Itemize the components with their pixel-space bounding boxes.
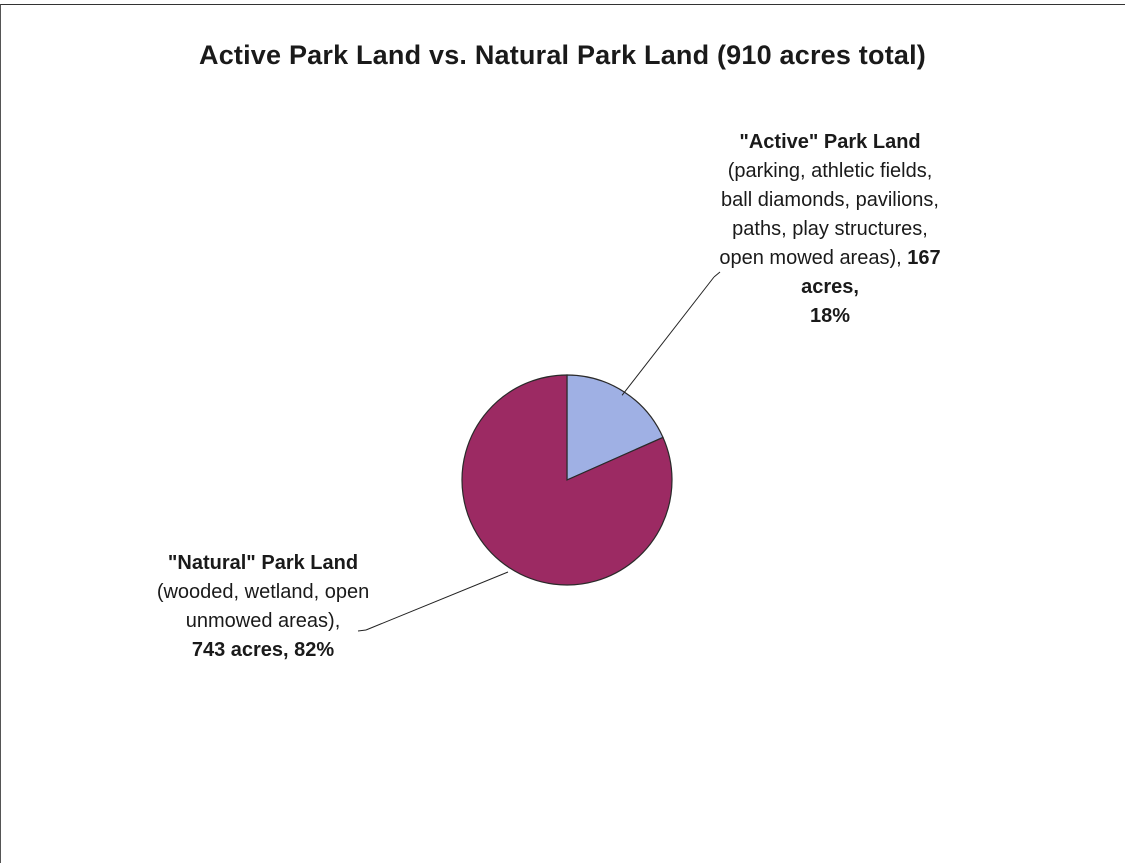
leader-line-active-tail — [713, 271, 721, 278]
data-label-active: "Active" Park Land (parking, athletic fi… — [715, 128, 945, 331]
slice-name-natural: "Natural" Park Land — [167, 552, 359, 574]
data-label-natural: "Natural" Park Land (wooded, wetland, op… — [138, 549, 388, 665]
slice-name-active: "Active" Park Land — [739, 131, 921, 153]
slice-value-natural: 743 acres, 82% — [191, 639, 335, 661]
leader-line-natural-tail — [357, 629, 367, 632]
slice-value-active: 167 acres, — [801, 247, 941, 298]
leader-line-natural — [365, 571, 509, 631]
slice-description-natural: (wooded, wetland, open unmowed areas), — [156, 581, 370, 632]
chart-frame — [0, 4, 1125, 863]
slice-percent-active: 18% — [809, 305, 851, 327]
slice-description-active: (parking, athletic fields, ball diamonds… — [719, 160, 939, 269]
chart-title: Active Park Land vs. Natural Park Land (… — [199, 40, 926, 70]
pie-slices — [461, 374, 673, 586]
pie-slice-natural — [461, 374, 673, 586]
leader-line-active — [621, 276, 715, 396]
